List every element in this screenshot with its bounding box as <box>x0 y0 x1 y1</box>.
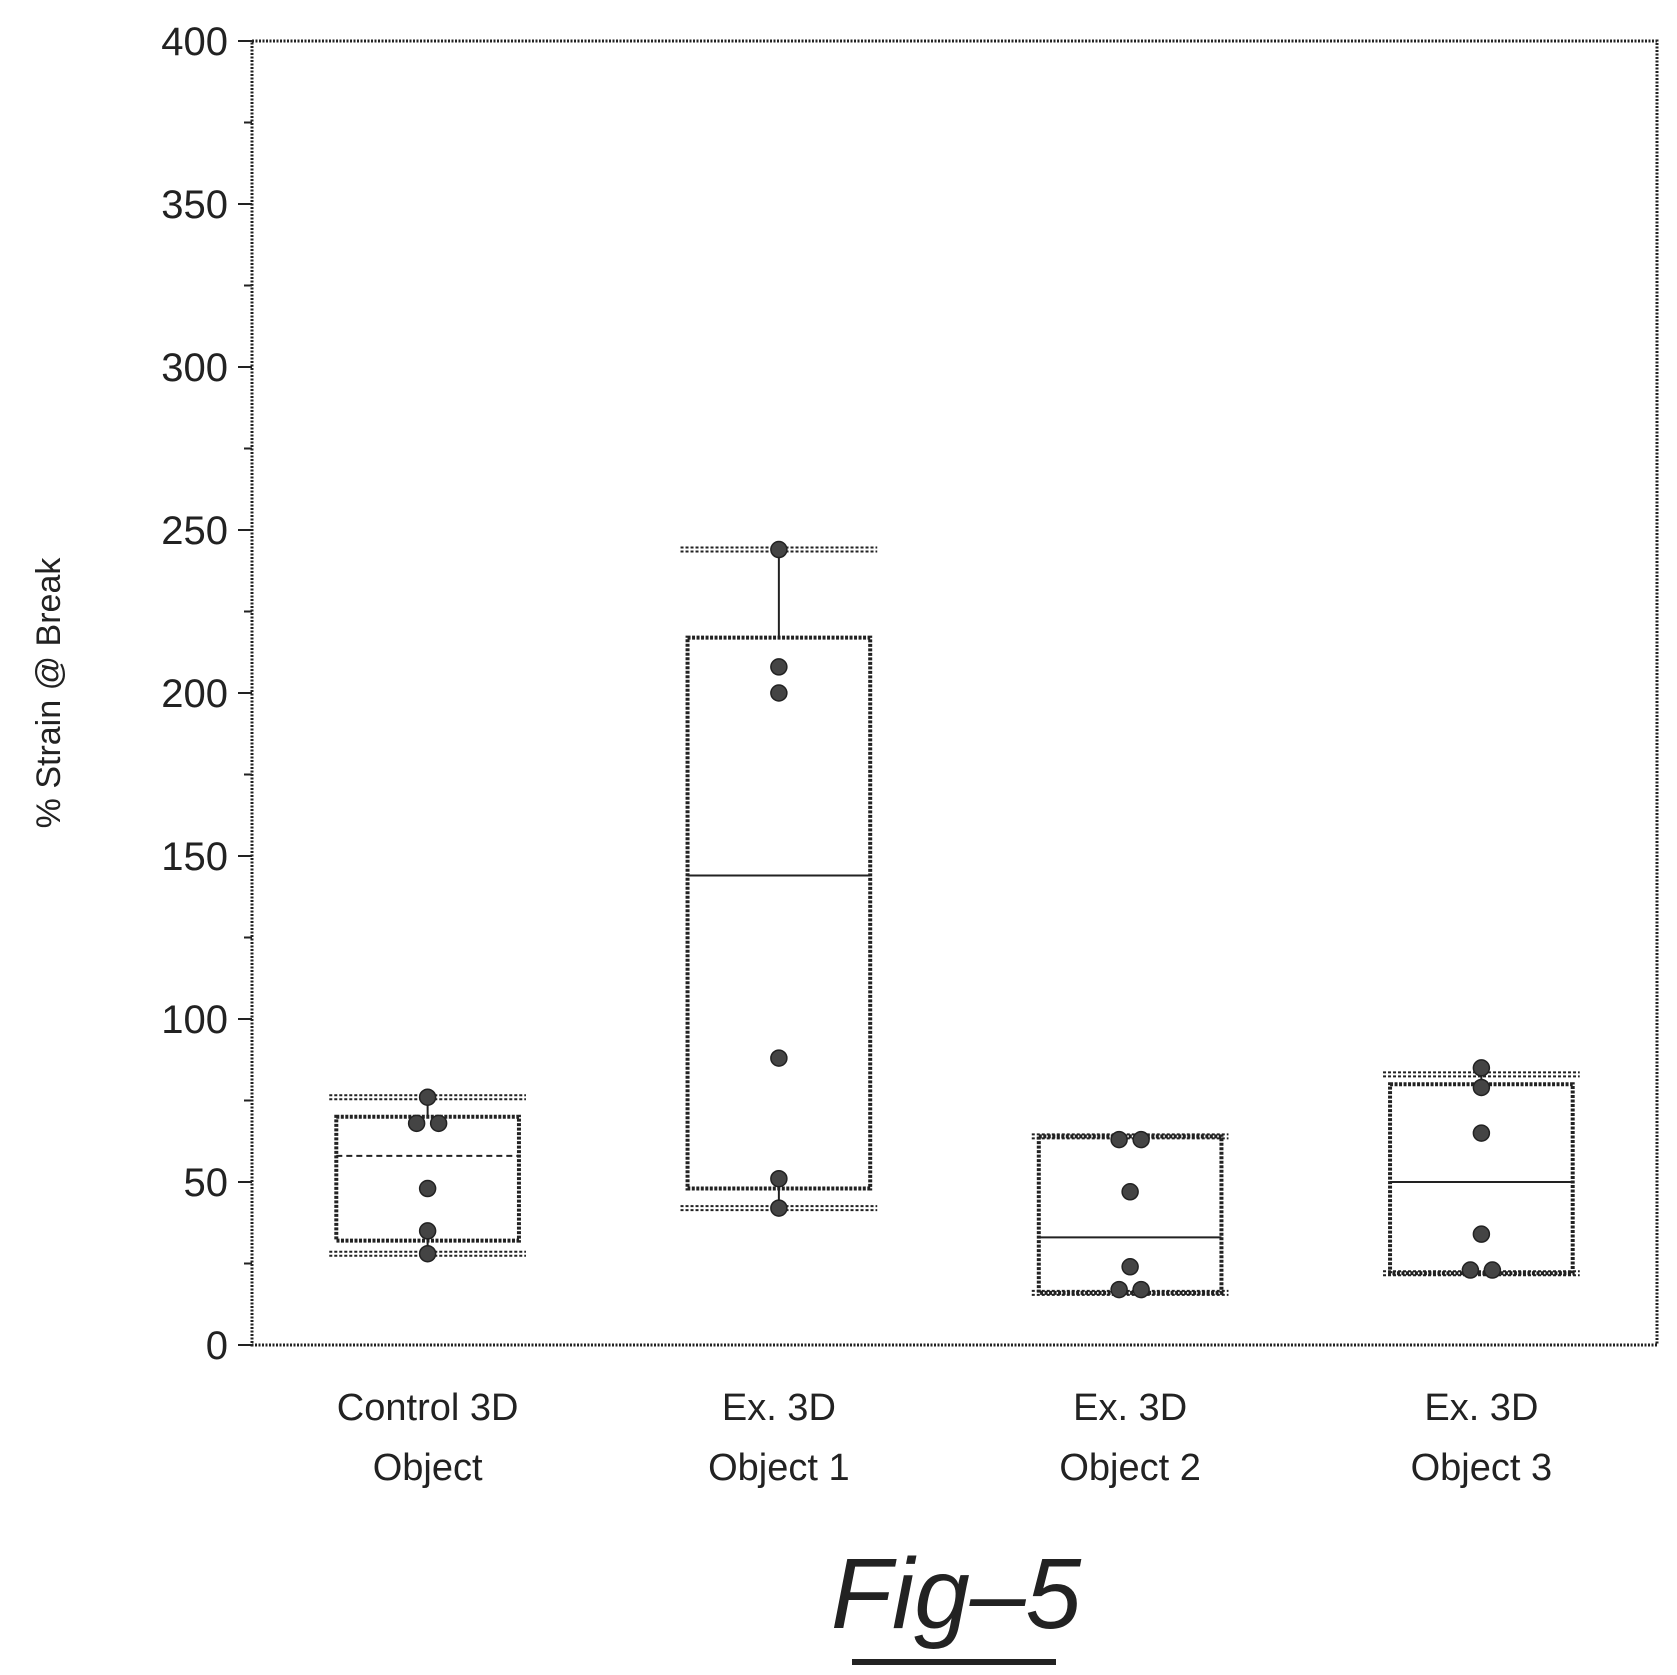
y-tick-label: 100 <box>161 998 228 1042</box>
figure-caption: Fig–5 <box>831 1538 1082 1650</box>
y-tick-label: 0 <box>206 1324 228 1368</box>
data-point <box>429 1114 448 1133</box>
y-tick-label: 350 <box>161 183 228 227</box>
data-point <box>1472 1059 1491 1077</box>
box-iqr <box>334 1114 521 1243</box>
x-category-label-line2: Object 2 <box>1059 1447 1201 1489</box>
data-point <box>1472 1225 1491 1243</box>
data-point <box>1472 1078 1491 1097</box>
x-category-label-line1: Ex. 3D <box>722 1387 836 1429</box>
x-category-label-line2: Object <box>373 1447 483 1489</box>
data-point <box>418 1222 437 1240</box>
data-point <box>407 1114 426 1133</box>
box-iqr <box>1388 1082 1575 1276</box>
y-axis-ticks: 0 50 100 150 200 250 300 350 400 <box>161 20 252 1368</box>
y-tick-label: 250 <box>161 509 228 553</box>
y-tick-label: 50 <box>184 1161 229 1205</box>
plot-frame <box>250 39 1659 1347</box>
data-point <box>1110 1130 1128 1149</box>
x-axis-labels: Control 3D Object Ex. 3D Object 1 Ex. 3D Obje… <box>337 1387 1552 1489</box>
data-point <box>1132 1280 1150 1299</box>
data-point <box>770 1169 788 1188</box>
x-category-label-line1: Ex. 3D <box>1424 1387 1538 1429</box>
data-point <box>770 540 788 559</box>
box-iqr <box>1036 1134 1224 1295</box>
data-point <box>770 684 788 702</box>
data-point <box>1461 1261 1480 1279</box>
box-group <box>680 540 878 1217</box>
box-group <box>1031 1130 1229 1299</box>
data-point <box>1472 1124 1491 1142</box>
data-point <box>770 658 788 676</box>
x-category-label-line1: Ex. 3D <box>1073 1387 1187 1429</box>
data-point <box>1110 1280 1128 1299</box>
data-point <box>1121 1258 1139 1276</box>
y-tick-label: 150 <box>161 835 228 879</box>
data-point <box>418 1179 437 1198</box>
y-axis-title: % Strain @ Break <box>30 557 68 829</box>
data-point <box>418 1088 437 1106</box>
box-iqr <box>685 635 873 1191</box>
y-tick-label: 400 <box>161 20 228 64</box>
y-tick-label: 200 <box>161 672 228 716</box>
data-point <box>770 1049 788 1067</box>
y-tick-label: 300 <box>161 346 228 390</box>
data-point <box>1121 1183 1139 1201</box>
data-point <box>418 1244 437 1263</box>
box-group <box>1383 1059 1580 1279</box>
x-category-label-line1: Control 3D <box>337 1387 519 1429</box>
x-category-label-line2: Object 3 <box>1411 1447 1553 1489</box>
x-category-label-line2: Object 1 <box>708 1447 850 1489</box>
data-point <box>1132 1130 1150 1149</box>
data-point <box>770 1199 788 1217</box>
box-series <box>329 540 1580 1299</box>
data-point <box>1483 1261 1502 1279</box>
box-group <box>329 1088 526 1263</box>
